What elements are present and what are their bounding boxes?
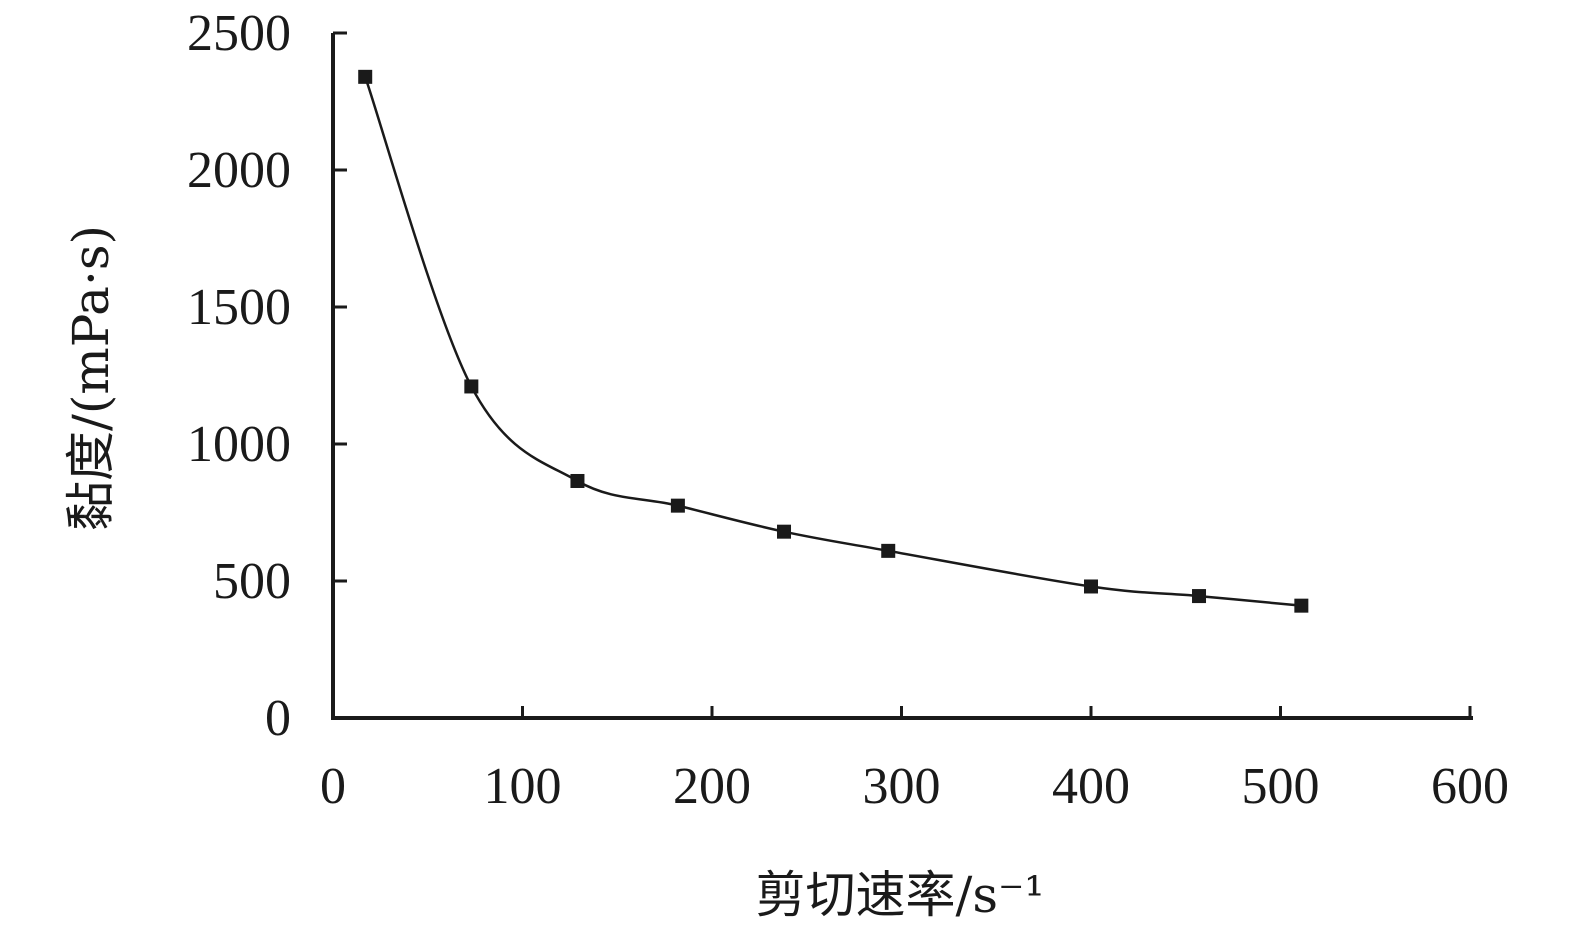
- x-tick-label: 200: [673, 758, 751, 815]
- x-axis-title: 剪切速率/s⁻¹: [756, 866, 1045, 924]
- y-tick-label: 2000: [187, 142, 291, 199]
- data-point: [1192, 589, 1207, 604]
- data-point: [881, 543, 896, 558]
- x-ticks: 0 100 200 300 400 500 600: [320, 706, 1509, 815]
- data-point: [570, 473, 585, 488]
- x-tick-label: 100: [484, 758, 562, 815]
- x-tick-label: 300: [863, 758, 941, 815]
- y-tick-label: 2500: [187, 5, 291, 62]
- data-markers: [358, 69, 1309, 613]
- y-tick-label: 0: [265, 690, 291, 747]
- y-tick-label: 1500: [187, 279, 291, 336]
- x-tick-label: 400: [1052, 758, 1130, 815]
- y-axis-title: 黏度/(mPa·s): [62, 225, 120, 531]
- data-point: [777, 524, 792, 539]
- data-point: [1084, 579, 1098, 594]
- x-tick-label: 0: [320, 758, 346, 815]
- data-point: [464, 379, 479, 394]
- x-tick-label: 500: [1242, 758, 1320, 815]
- data-point: [358, 69, 373, 84]
- y-ticks: 0 500 1000 1500 2000 2500: [187, 5, 347, 747]
- data-point: [1294, 598, 1309, 613]
- y-tick-label: 500: [213, 553, 291, 610]
- x-tick-label: 600: [1431, 758, 1509, 815]
- axes: [331, 33, 1473, 720]
- data-point: [670, 498, 685, 513]
- y-tick-label: 1000: [187, 416, 291, 473]
- series-line: [364, 76, 1302, 607]
